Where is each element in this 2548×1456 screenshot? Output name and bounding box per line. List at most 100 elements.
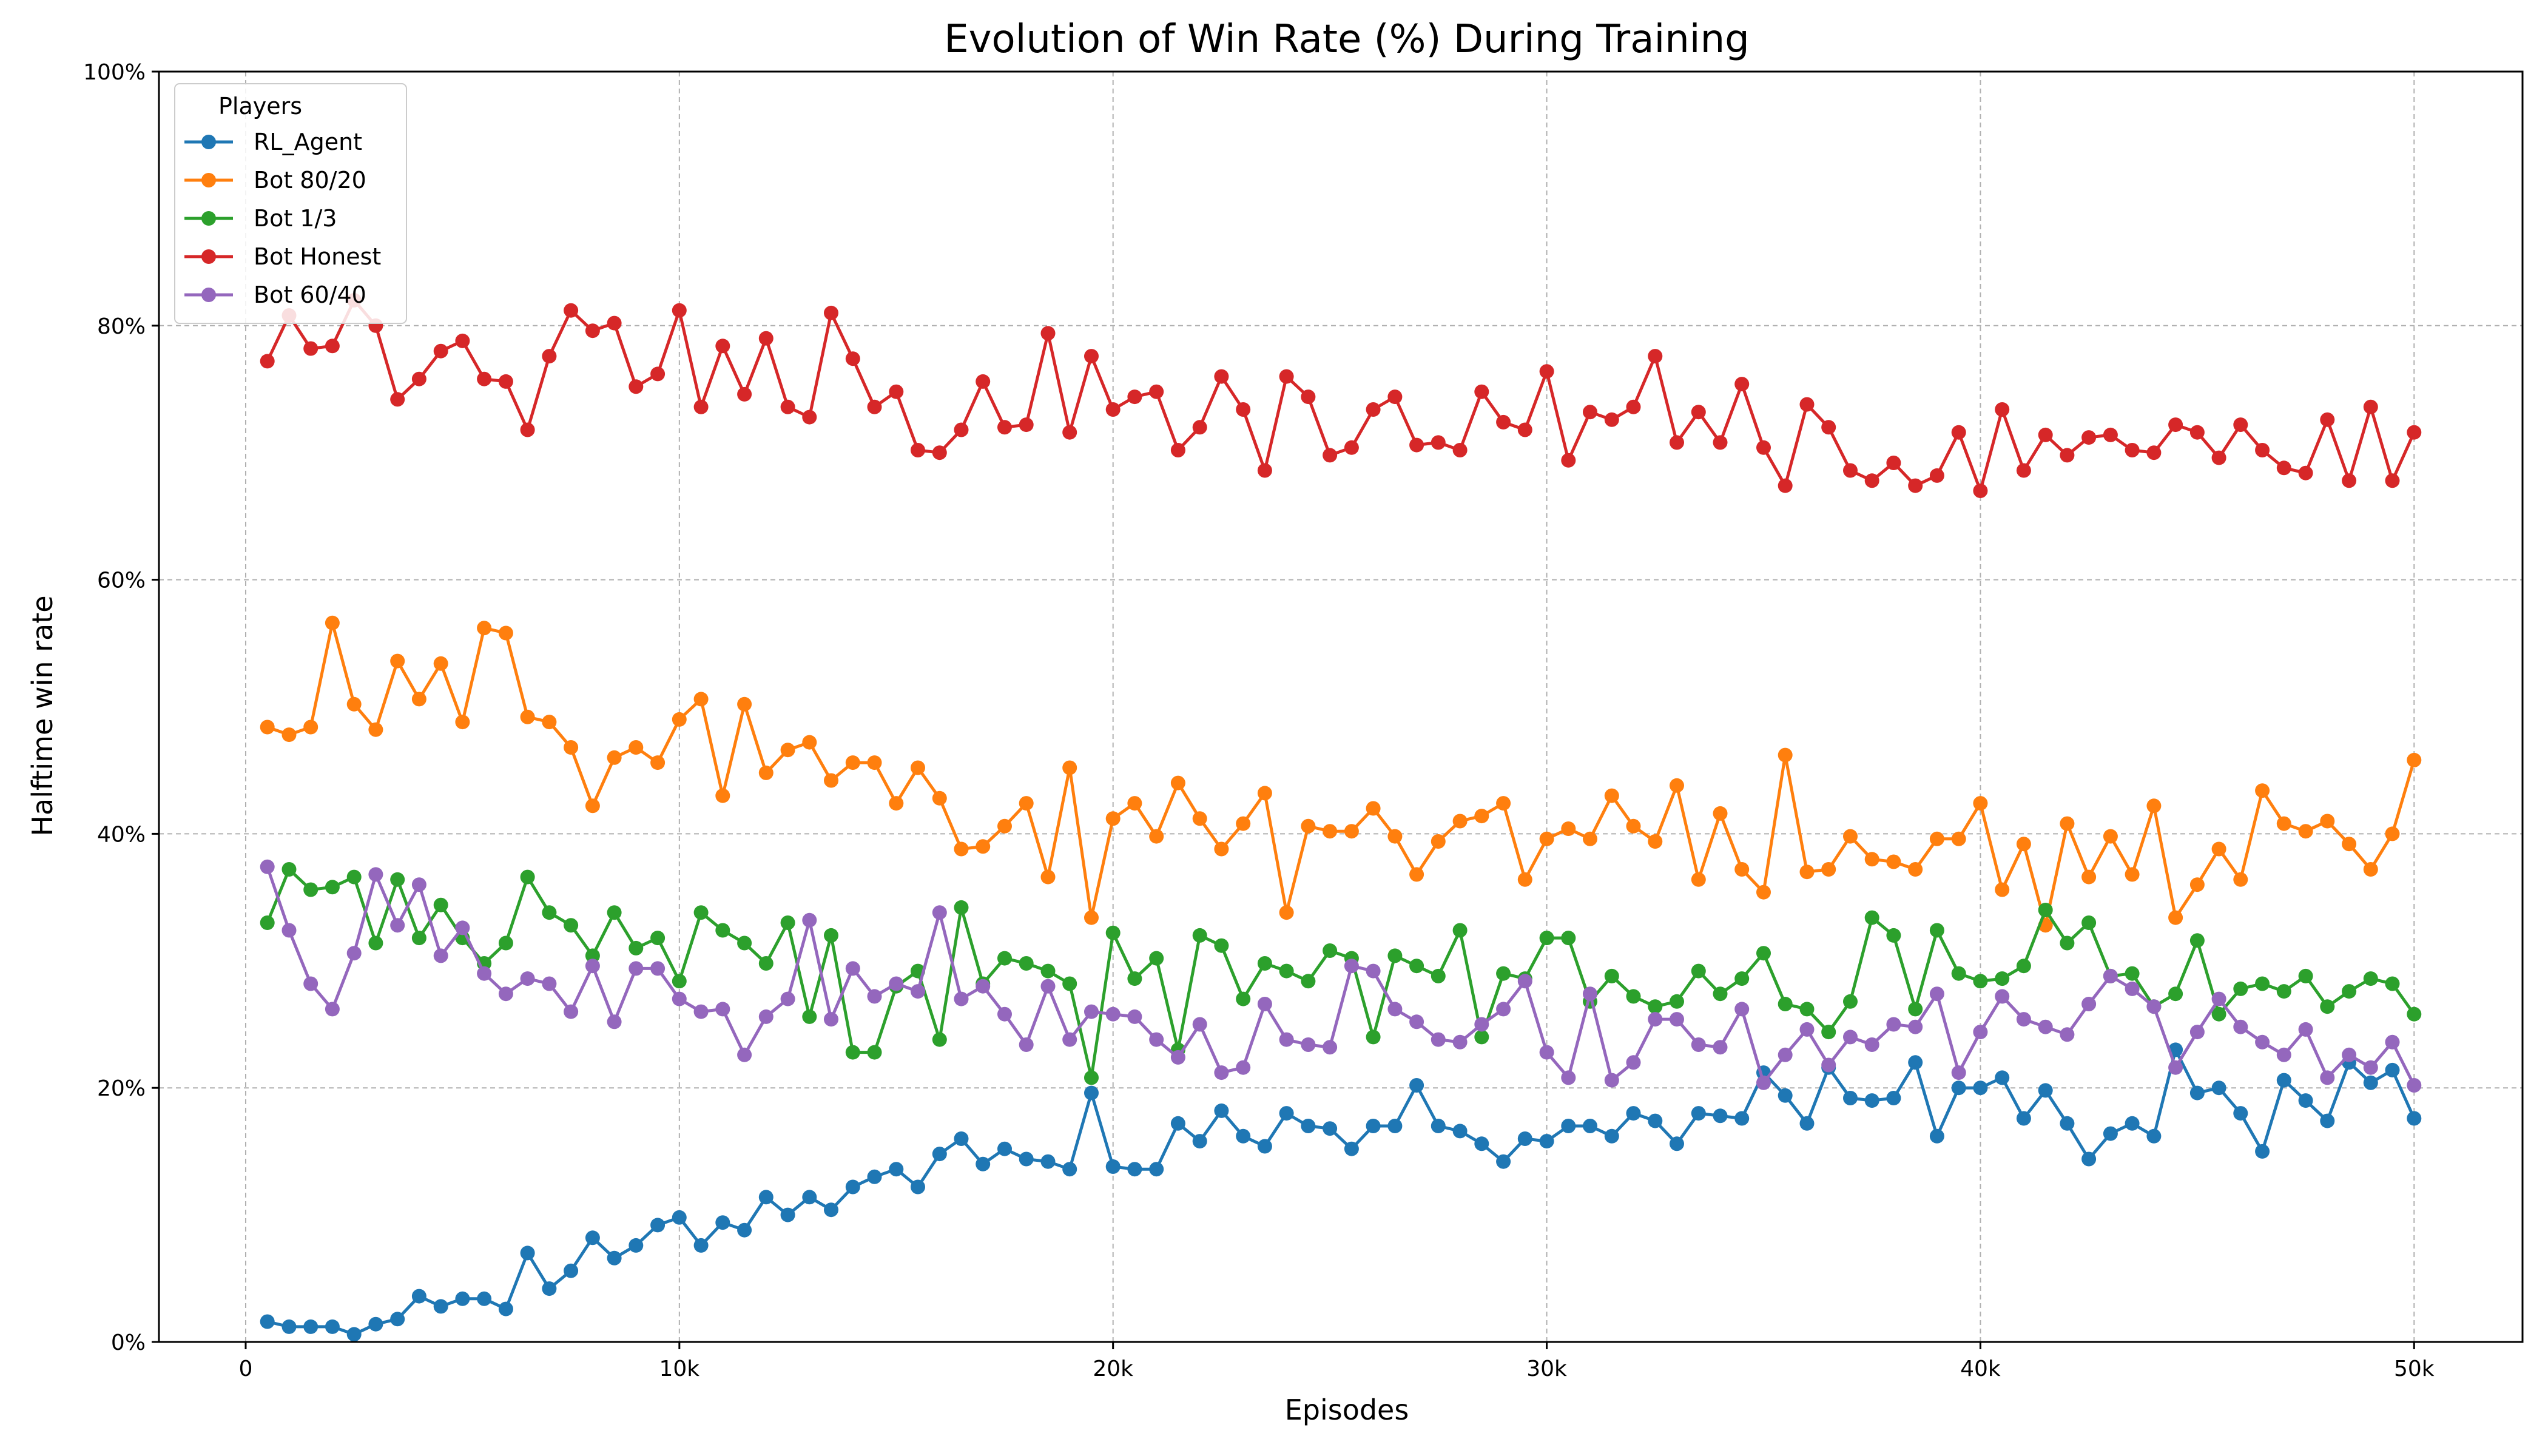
data-point-bot-honest [1886,456,1901,470]
data-point-bot-honest [2016,463,2031,478]
data-point-bot-60-40 [1626,1055,1641,1070]
data-point-bot-honest [1214,369,1229,384]
y-tick-label: 0% [111,1330,146,1355]
data-point-bot-1-3 [368,935,383,951]
data-point-bot-80-20 [1149,829,1164,844]
data-point-rl-agent [2146,1128,2162,1144]
data-point-bot-80-20 [585,798,600,814]
data-point-bot-60-40 [2168,1060,2183,1075]
data-point-bot-1-3 [1387,948,1403,963]
data-point-bot-60-40 [564,1004,579,1019]
data-point-bot-1-3 [1648,999,1663,1014]
data-point-bot-80-20 [1864,852,1879,867]
data-point-bot-1-3 [1452,923,1468,938]
series-line-bot-80-20 [266,621,2416,927]
data-point-bot-60-40 [1366,963,1381,979]
data-point-bot-80-20 [368,722,383,737]
data-point-bot-60-40 [346,946,362,961]
data-point-bot-1-3 [498,935,513,951]
data-point-rl-agent [564,1263,579,1278]
data-point-bot-1-3 [650,931,666,946]
data-point-bot-honest [2276,460,2291,476]
data-point-bot-60-40 [672,991,687,1006]
data-point-bot-80-20 [845,755,860,770]
data-point-bot-honest [1626,399,1641,414]
data-point-rl-agent [1149,1162,1164,1177]
data-point-bot-honest [780,399,795,414]
data-point-rl-agent [2255,1144,2270,1159]
data-point-bot-60-40 [693,1004,709,1019]
data-point-bot-1-3 [693,905,709,920]
data-point-bot-honest [1040,326,1056,341]
legend-label-bot-80-20: Bot 80/20 [254,167,366,194]
data-point-bot-80-20 [1474,809,1489,824]
data-point-bot-60-40 [1734,1002,1750,1017]
data-point-bot-80-20 [1929,831,1944,846]
data-point-bot-honest [737,386,752,402]
data-point-bot-80-20 [2363,862,2378,877]
data-point-bot-60-40 [607,1014,622,1030]
data-point-bot-60-40 [1062,1032,1077,1047]
data-point-bot-1-3 [1084,1070,1099,1085]
data-point-bot-80-20 [1691,872,1706,887]
y-tick-label: 40% [97,822,146,847]
data-point-bot-60-40 [758,1009,774,1024]
data-point-rl-agent [1691,1106,1706,1121]
data-point-bot-1-3 [1062,976,1077,991]
data-point-bot-1-3 [1799,1002,1815,1017]
data-point-bot-60-40 [498,986,513,1002]
data-point-bot-60-40 [2060,1027,2075,1042]
data-point-bot-honest [1279,369,1294,384]
data-point-rl-agent [1257,1139,1272,1154]
data-point-bot-60-40 [477,966,492,981]
data-point-bot-honest [2060,448,2075,463]
data-point-bot-60-40 [1149,1032,1164,1047]
data-point-bot-80-20 [1431,834,1446,849]
data-point-bot-60-40 [932,905,947,920]
data-point-bot-80-20 [2342,837,2357,852]
chart-title: Evolution of Win Rate (%) During Trainin… [944,17,1750,62]
data-point-rl-agent [824,1202,838,1218]
data-point-rl-agent [715,1215,730,1230]
data-point-bot-80-20 [650,755,666,770]
data-point-bot-60-40 [1192,1017,1207,1032]
data-point-rl-agent [1886,1091,1901,1105]
data-point-bot-80-20 [2320,814,2335,829]
data-point-bot-1-3 [1105,925,1121,940]
data-point-rl-agent [1170,1116,1185,1131]
data-point-bot-60-40 [1691,1037,1706,1052]
data-point-bot-1-3 [845,1045,860,1060]
data-point-bot-60-40 [2407,1078,2422,1093]
x-tick-label: 10k [659,1357,700,1381]
data-point-bot-80-20 [520,709,535,724]
data-point-bot-1-3 [2276,984,2291,999]
data-point-bot-80-20 [1301,818,1316,834]
data-point-bot-80-20 [1366,801,1381,816]
data-point-rl-agent [1670,1136,1684,1151]
data-point-bot-1-3 [1236,991,1251,1006]
data-point-bot-1-3 [2342,984,2357,999]
data-point-bot-honest [1799,397,1815,412]
data-point-bot-1-3 [2168,986,2183,1002]
data-point-bot-honest [1409,437,1424,453]
data-point-bot-60-40 [2211,991,2226,1006]
data-point-bot-60-40 [542,976,557,991]
data-point-rl-agent [520,1245,535,1261]
data-point-bot-60-40 [1214,1065,1229,1080]
data-point-bot-honest [1691,405,1706,420]
data-point-bot-1-3 [1604,968,1619,983]
series-line-bot-60-40 [266,866,2416,1087]
data-point-bot-honest [1192,420,1207,435]
data-point-bot-60-40 [1778,1047,1793,1062]
data-point-rl-agent [2103,1126,2118,1141]
data-point-bot-1-3 [411,931,426,946]
data-point-bot-1-3 [1496,966,1511,981]
data-point-rl-agent [1062,1162,1077,1177]
y-axis-label: Halftime win rate [26,595,59,836]
data-point-bot-1-3 [1431,968,1446,983]
data-point-rl-agent [2407,1111,2422,1126]
data-point-bot-80-20 [1626,818,1641,834]
x-axis-label: Episodes [1285,1394,1409,1426]
x-tick-label: 50k [2394,1357,2435,1381]
